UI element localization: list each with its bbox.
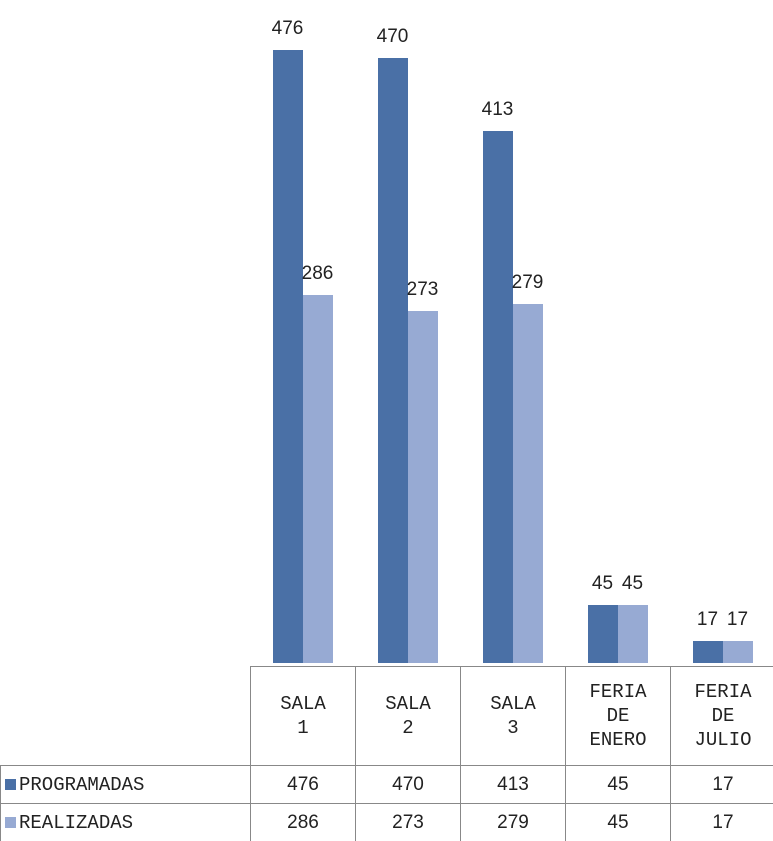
bar	[302, 294, 333, 663]
data-label: 17	[726, 609, 749, 631]
bar	[617, 605, 648, 663]
table-value: 413	[460, 765, 566, 804]
table-value: 470	[355, 765, 461, 804]
data-label: 17	[696, 609, 719, 631]
bar	[722, 641, 753, 663]
category-cell: SALA 2	[355, 666, 461, 766]
bar	[512, 303, 543, 663]
data-label: 279	[511, 271, 544, 293]
table-value: 45	[565, 803, 671, 841]
data-label: 476	[271, 18, 304, 39]
table-value: 45	[565, 765, 671, 804]
data-label: 470	[376, 25, 409, 47]
data-label: 273	[406, 279, 439, 301]
category-cell: FERIA DE ENERO	[565, 666, 671, 766]
category-cell: SALA 3	[460, 666, 566, 766]
bar	[692, 641, 723, 663]
legend-cell: PROGRAMADAS	[0, 765, 251, 804]
table-value: 279	[460, 803, 566, 841]
legend-label: PROGRAMADAS	[19, 773, 145, 796]
bar	[482, 131, 513, 663]
legend-key	[5, 817, 16, 828]
legend-key	[5, 779, 16, 790]
data-label: 413	[481, 99, 514, 121]
data-label: 286	[301, 262, 334, 284]
data-label: 45	[621, 573, 644, 595]
legend-label: REALIZADAS	[19, 811, 134, 834]
table-value: 17	[670, 803, 773, 841]
bar	[407, 311, 438, 663]
legend-cell: REALIZADAS	[0, 803, 251, 841]
bar	[587, 605, 618, 663]
data-label: 45	[591, 573, 614, 595]
category-cell: SALA 1	[250, 666, 356, 766]
table-value: 476	[250, 765, 356, 804]
bar	[377, 57, 408, 663]
category-cell: FERIA DE JULIO	[670, 666, 773, 766]
table-value: 286	[250, 803, 356, 841]
table-value: 17	[670, 765, 773, 804]
table-value: 273	[355, 803, 461, 841]
bar	[272, 50, 303, 663]
